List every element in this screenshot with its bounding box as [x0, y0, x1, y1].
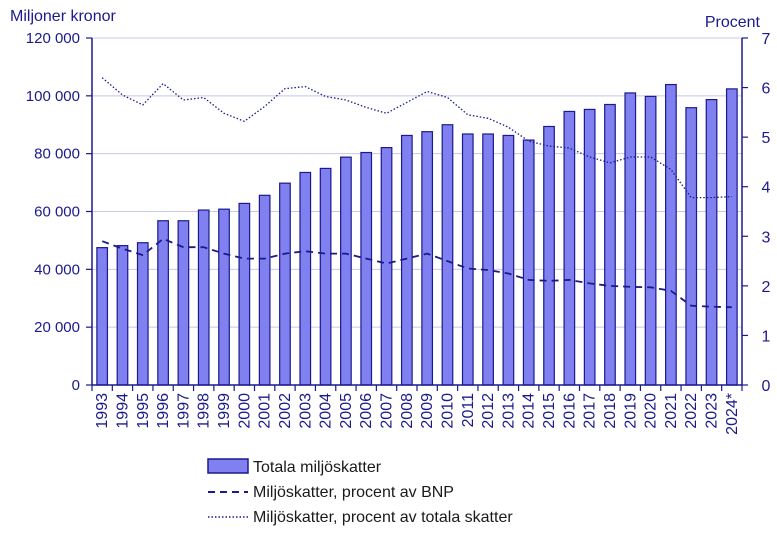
x-tick-label: 2004 [318, 393, 335, 429]
x-tick-label: 2018 [602, 393, 619, 429]
bar [319, 167, 332, 386]
bar [238, 202, 251, 386]
bar [665, 83, 677, 386]
x-tick-label: 2007 [379, 393, 396, 429]
x-tick-label: 2017 [582, 393, 599, 429]
legend-label-dotted: Miljöskatter, procent av totala skatter [253, 509, 513, 526]
x-tick-label: 2023 [704, 393, 721, 429]
bar [136, 242, 149, 386]
bar [258, 194, 271, 386]
y-right-tick-label: 1 [762, 328, 771, 345]
bar [705, 98, 718, 386]
bar [360, 151, 373, 386]
x-tick-label: 2011 [460, 393, 477, 428]
x-tick-label: 1993 [94, 393, 111, 429]
x-tick-label: 2009 [419, 393, 436, 429]
line-series-total-tax [101, 77, 732, 199]
legend-label-bar: Totala miljöskatter [253, 459, 382, 476]
x-tick-label: 2014 [521, 393, 538, 429]
legend-label-dashed: Miljöskatter, procent av BNP [253, 484, 454, 501]
bar [299, 171, 312, 386]
bar [522, 139, 535, 386]
y-left-tick-label: 60 000 [34, 204, 80, 221]
bar [218, 208, 230, 386]
y-left-tick-label: 0 [72, 377, 80, 394]
bar [644, 95, 657, 386]
x-tick-label: 1995 [135, 393, 152, 429]
bar [96, 247, 109, 386]
y-left-tick-label: 20 000 [34, 319, 80, 336]
x-tick-label: 1996 [155, 393, 172, 429]
x-tick-label: 2000 [236, 393, 253, 429]
x-tick-label: 2012 [480, 393, 497, 429]
legend: Totala miljöskatter Miljöskatter, procen… [207, 458, 513, 526]
bar [624, 92, 637, 386]
x-tick-label: 2013 [500, 393, 517, 429]
bar [482, 133, 494, 386]
bar-series [96, 83, 738, 386]
bar [685, 107, 698, 386]
x-tick-label: 2020 [643, 393, 660, 429]
right-axis-title: Procent [705, 14, 761, 31]
x-tick-label: 2001 [257, 393, 274, 429]
gridlines [92, 37, 742, 328]
x-tick-label: 2016 [561, 393, 578, 429]
x-tick-label: 1994 [114, 393, 131, 429]
y-left-tick-label: 100 000 [26, 88, 80, 105]
y-left-tick-label: 120 000 [26, 30, 80, 47]
bar [543, 125, 555, 386]
bar [340, 156, 352, 386]
line-series [101, 77, 732, 309]
x-tick-label: 2005 [338, 393, 355, 429]
y-left-tick-label: 40 000 [34, 261, 80, 278]
bar [725, 88, 738, 386]
left-axis-title: Miljoner kronor [10, 8, 116, 25]
x-tick-label: 1997 [175, 393, 192, 429]
x-tick-label: 2010 [439, 393, 456, 429]
bar [441, 124, 454, 386]
bar [421, 131, 434, 386]
x-tick-label: 2024* [724, 393, 741, 435]
x-tick-label: 2002 [277, 393, 294, 429]
x-tick-label: 2006 [358, 393, 375, 429]
bar [583, 108, 596, 386]
x-tick-label: 2008 [399, 393, 416, 429]
y-left-tick-label: 80 000 [34, 146, 80, 163]
x-tick-label: 2003 [297, 393, 314, 429]
x-tick-label: 2019 [622, 393, 639, 429]
y-right-tick-label: 0 [762, 378, 771, 395]
y-right-tick-label: 6 [762, 81, 771, 98]
bar [157, 220, 169, 386]
bar [380, 146, 393, 386]
y-right-tick-label: 5 [762, 130, 771, 147]
x-tick-label: 1999 [216, 393, 233, 429]
x-tick-label: 2021 [663, 393, 680, 429]
legend-swatch-bar [207, 458, 249, 474]
y-right-tick-label: 3 [762, 229, 771, 246]
line-series-bnp [101, 237, 732, 309]
bar [502, 134, 515, 386]
bar [197, 209, 210, 386]
y-right-tick-label: 4 [762, 180, 771, 197]
bar [563, 110, 576, 386]
bar [279, 182, 291, 386]
bar [604, 103, 616, 386]
bar [461, 133, 474, 386]
x-tick-label: 2015 [541, 393, 558, 429]
x-tick-label: 1998 [196, 393, 213, 429]
y-right-tick-label: 2 [762, 279, 771, 296]
x-tick-label: 2022 [683, 393, 700, 429]
axes: 0 20 000 40 000 60 000 80 000 100 000 120 000 0… [26, 30, 771, 435]
bar [116, 245, 129, 386]
y-right-tick-label: 7 [762, 31, 771, 48]
